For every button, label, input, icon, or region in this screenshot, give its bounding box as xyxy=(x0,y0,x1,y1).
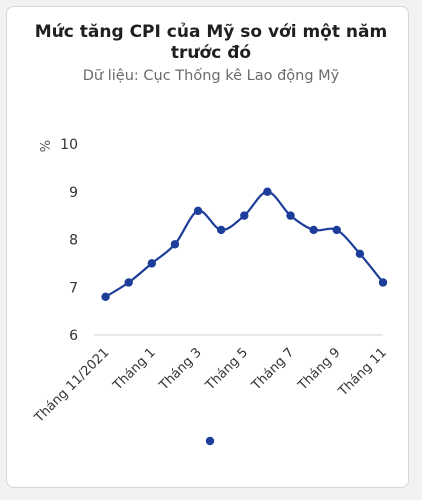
chart-card xyxy=(6,6,409,488)
data-point xyxy=(101,292,110,301)
data-point xyxy=(216,225,226,235)
legend-marker xyxy=(205,436,215,446)
data-point xyxy=(170,240,180,249)
series-line xyxy=(104,190,384,298)
chart-title-line-2: trước đó xyxy=(170,43,252,63)
data-point xyxy=(240,211,249,220)
y-axis-label: % xyxy=(39,140,54,152)
x-tick-label: Tháng 9 xyxy=(295,345,344,394)
data-point xyxy=(332,225,341,235)
y-tick-label: 9 xyxy=(69,185,78,201)
chart-title: Mức tăng CPI của Mỹ so với một năm trước… xyxy=(0,22,422,64)
chart-title-line-1: Mức tăng CPI của Mỹ so với một năm xyxy=(34,22,388,42)
x-tick-label: Tháng 5 xyxy=(202,345,251,394)
data-point xyxy=(309,225,318,235)
y-tick-label: 7 xyxy=(69,280,78,296)
data-point xyxy=(286,211,295,220)
data-point xyxy=(263,187,272,196)
data-point xyxy=(124,278,133,287)
data-point xyxy=(193,206,203,216)
x-tick-label: Tháng 11/2021 xyxy=(31,345,112,426)
x-tick-label: Tháng 1 xyxy=(110,345,159,394)
data-point xyxy=(147,259,156,268)
y-tick-label: 8 xyxy=(69,233,78,249)
y-tick-label: 6 xyxy=(69,328,78,344)
data-point xyxy=(378,278,388,287)
y-tick-label: 10 xyxy=(60,137,78,153)
x-tick-label: Tháng 3 xyxy=(156,345,205,394)
data-point xyxy=(355,249,365,259)
chart-subtitle: Dữ liệu: Cục Thống kê Lao động Mỹ xyxy=(82,68,340,84)
x-tick-label: Tháng 11 xyxy=(335,345,390,400)
x-tick-label: Tháng 7 xyxy=(249,345,298,394)
